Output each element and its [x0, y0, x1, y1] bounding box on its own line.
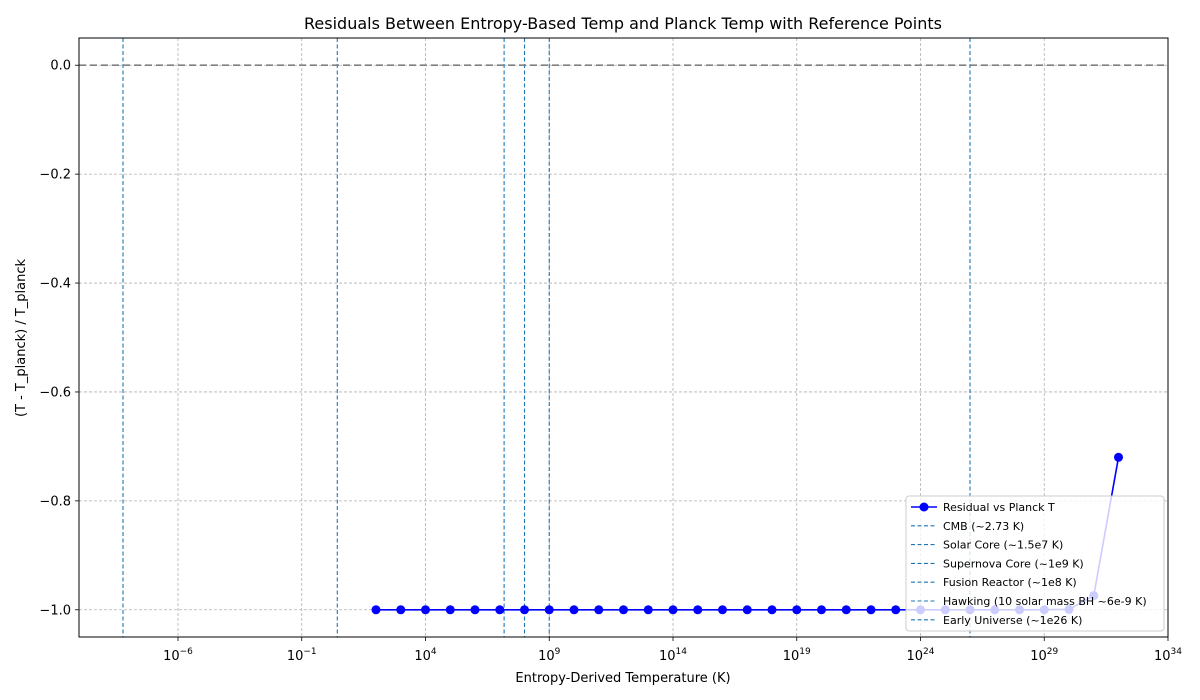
- legend-reference-label: CMB (~2.73 K): [943, 520, 1024, 533]
- series-point: [1114, 452, 1123, 462]
- x-tick-label: 10−6: [163, 647, 193, 664]
- legend-box: [905, 495, 1165, 632]
- y-tick-label: −0.6: [39, 385, 71, 400]
- y-tick-label: −0.2: [39, 168, 71, 183]
- legend-reference-label: Fusion Reactor (~1e8 K): [943, 576, 1077, 589]
- x-tick-label: 1019: [783, 647, 811, 664]
- series-point: [668, 605, 678, 615]
- ticks: 10−6 10−1 104 109 1014 1019 1024 1029 1034 0.0 −0.…: [39, 59, 1182, 664]
- x-axis-label: Entropy-Derived Temperature (K): [515, 671, 730, 686]
- series-point: [569, 605, 579, 615]
- series-point: [891, 605, 901, 615]
- series-point: [718, 605, 727, 615]
- series-point: [470, 605, 480, 615]
- y-tick-label: 0.0: [50, 59, 71, 74]
- series-point: [693, 605, 703, 615]
- series-point: [520, 605, 529, 615]
- legend-reference-label: Supernova Core (~1e9 K): [943, 557, 1084, 570]
- series-point: [396, 605, 406, 615]
- x-tick-label: 10−1: [287, 647, 317, 664]
- series-point: [445, 605, 455, 615]
- legend: Residual vs Planck T CMB (~2.73 K) Solar C…: [905, 495, 1165, 632]
- chart-title: Residuals Between Entropy-Based Temp and…: [304, 14, 942, 33]
- series-point: [817, 605, 826, 615]
- series-point: [544, 605, 554, 615]
- series-point: [643, 605, 653, 615]
- series-point: [841, 605, 851, 615]
- x-tick-label: 1014: [659, 647, 687, 664]
- series-point: [421, 605, 430, 615]
- series-point: [619, 605, 628, 615]
- reference-lines: [122, 38, 971, 637]
- series-point: [866, 605, 876, 615]
- y-tick-label: −0.8: [39, 494, 71, 509]
- plot-frame: [78, 37, 1169, 638]
- series-point: [371, 605, 381, 615]
- x-tick-label: 104: [414, 647, 437, 664]
- series-point: [792, 605, 802, 615]
- y-tick-label: −0.4: [39, 277, 71, 292]
- x-tick-label: 1029: [1030, 647, 1058, 664]
- series-point: [594, 605, 604, 615]
- legend-reference-label: Hawking (10 solar mass BH ~6e-9 K): [943, 595, 1147, 608]
- x-tick-label: 1034: [1154, 647, 1182, 664]
- y-axis-label: (T - T_planck) / T_planck: [14, 259, 29, 418]
- legend-series-marker: [919, 502, 929, 512]
- x-tick-label: 109: [538, 647, 561, 664]
- legend-reference-label: Early Universe (~1e26 K): [943, 614, 1082, 627]
- x-tick-label: 1024: [907, 647, 935, 664]
- series-point: [742, 605, 752, 615]
- legend-reference-label: Solar Core (~1.5e7 K): [943, 539, 1063, 552]
- series-point: [495, 605, 505, 615]
- series-point: [767, 605, 777, 615]
- legend-series-label: Residual vs Planck T: [943, 501, 1055, 514]
- y-tick-label: −1.0: [39, 603, 71, 618]
